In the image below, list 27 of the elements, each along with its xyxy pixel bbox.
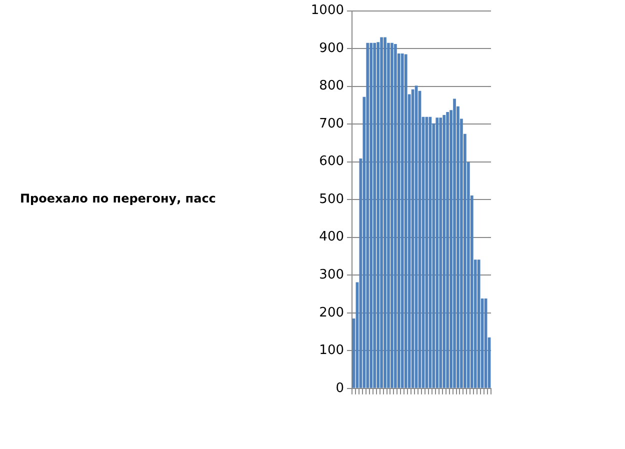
text: Проехало по перегону, пасс — [20, 192, 216, 206]
bar — [442, 115, 446, 388]
bar — [453, 98, 456, 388]
bar — [366, 42, 370, 388]
bar — [404, 54, 408, 388]
y-tick-label: 100 — [319, 343, 344, 358]
y-tick-label: 700 — [319, 116, 344, 132]
y-tick-label: 0 — [336, 380, 344, 396]
y-tick-label: 500 — [319, 192, 344, 207]
bar — [446, 112, 449, 388]
y-tick-label: 900 — [319, 40, 344, 56]
y-tick-label: 200 — [319, 305, 344, 320]
y-tick-label: 1000 — [310, 3, 344, 18]
bar — [370, 42, 373, 388]
bar — [394, 44, 397, 388]
bar — [477, 260, 480, 388]
y-tick-label: 800 — [319, 78, 344, 94]
y-tick-label: 400 — [319, 230, 344, 245]
y-tick-label: 600 — [319, 154, 344, 170]
bar — [380, 37, 383, 388]
bar — [400, 53, 404, 388]
bar — [436, 118, 439, 388]
y-tick-label: 300 — [319, 267, 344, 282]
bar — [390, 42, 394, 388]
bar — [439, 118, 442, 388]
bar — [384, 37, 386, 388]
bar — [373, 42, 376, 388]
